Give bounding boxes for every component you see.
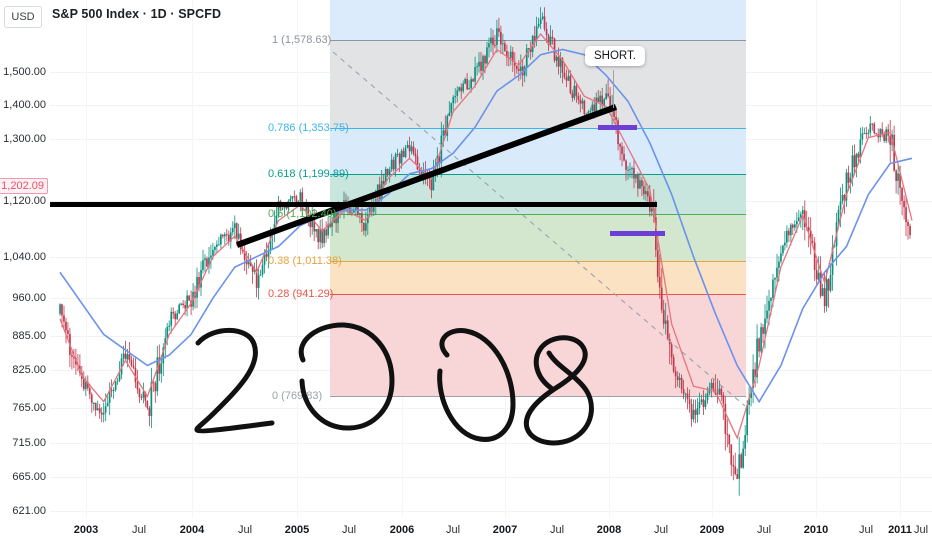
fibonacci-level-label-0p28: 0.28 (941.29) (268, 288, 334, 300)
ascending-trendline[interactable] (235, 104, 618, 248)
time-axis-tick: Jul (549, 524, 565, 536)
time-axis-tick: 2006 (389, 524, 415, 536)
current-price-label: 1,202.09 (0, 178, 48, 194)
symbol-title[interactable]: S&P 500 Index · 1D · SPCFD (52, 7, 222, 21)
grid-line-vertical (900, 0, 901, 518)
short-label[interactable]: SHORT. (585, 46, 645, 66)
fibonacci-level-label-0p38: 0.38 (1,011.38) (268, 255, 342, 267)
time-axis-tick: Jul (858, 524, 874, 536)
price-axis[interactable]: 1,500.00 1,400.00 1,300.00 1,120.00 1,040.00… (0, 0, 50, 518)
fibonacci-level-line-1[interactable] (330, 40, 746, 41)
time-axis-tick: 2011 (888, 524, 912, 536)
price-axis-tick: 885.00 (12, 330, 46, 342)
descending-dashed-trendline[interactable] (332, 51, 746, 407)
time-axis-tick: 2008 (596, 524, 622, 536)
price-axis-tick: 765.00 (12, 402, 46, 414)
moving-average-red-line (59, 32, 913, 440)
fibonacci-level-line-0p618[interactable] (330, 174, 746, 175)
price-axis-tick: 665.00 (12, 471, 46, 483)
time-axis[interactable]: 2003 Jul 2004 Jul 2005 Jul 2006 Jul 2007 Jul 2008 J… (0, 518, 932, 550)
time-axis-tick: 2010 (803, 524, 829, 536)
fibonacci-zone-038-028 (330, 261, 746, 294)
time-axis-tick: Jul (913, 524, 929, 536)
fibonacci-zone-05-038 (330, 214, 746, 261)
price-axis-tick: 1,400.00 (3, 99, 46, 111)
horizontal-resistance-line[interactable] (50, 202, 657, 207)
price-axis-tick: 715.00 (12, 437, 46, 449)
price-axis-tick: 1,040.00 (3, 251, 46, 263)
fibonacci-level-line-0p28[interactable] (330, 294, 746, 295)
time-axis-tick: 2009 (699, 524, 725, 536)
fibonacci-level-line-0p786[interactable] (330, 128, 746, 129)
fibonacci-level-label-0: 0 (769.83) (272, 390, 323, 402)
currency-badge[interactable]: USD (4, 6, 42, 28)
purple-entry-marker-2[interactable] (610, 231, 665, 236)
fibonacci-level-line-0p5[interactable] (330, 214, 746, 215)
time-axis-tick: 2004 (179, 524, 205, 536)
fibonacci-level-label-0p786: 0.786 (1,353.75) (268, 122, 349, 134)
time-axis-tick: Jul (445, 524, 461, 536)
fibonacci-level-label-0p618: 0.618 (1,199.89) (268, 168, 349, 180)
grid-line-horizontal (50, 511, 932, 512)
chart-header: USD S&P 500 Index · 1D · SPCFD (0, 0, 932, 30)
purple-entry-marker-1[interactable] (598, 125, 637, 130)
grid-line-vertical (297, 0, 298, 518)
price-axis-tick: 621.00 (12, 505, 46, 517)
fibonacci-level-label-0p5: 0.5 (1,102.40) (268, 208, 337, 220)
price-axis-tick: 825.00 (12, 364, 46, 376)
moving-average-blue-line (59, 48, 913, 404)
short-label-stem (613, 70, 614, 108)
grid-line-vertical (86, 0, 87, 518)
time-axis-tick: Jul (653, 524, 669, 536)
time-axis-tick: Jul (237, 524, 253, 536)
price-axis-tick: 1,300.00 (3, 133, 46, 145)
time-axis-tick: Jul (341, 524, 357, 536)
fibonacci-level-line-0p38[interactable] (330, 261, 746, 262)
grid-line-vertical (192, 0, 193, 518)
grid-line-horizontal (50, 443, 932, 444)
time-axis-tick: Jul (131, 524, 147, 536)
time-axis-tick: Jul (756, 524, 772, 536)
grid-line-horizontal (50, 477, 932, 478)
price-axis-tick: 960.00 (12, 292, 46, 304)
time-axis-tick: 2005 (284, 524, 310, 536)
time-axis-tick: 2003 (73, 524, 99, 536)
fibonacci-zone-1-0786 (330, 40, 746, 128)
time-axis-tick: 2007 (492, 524, 518, 536)
price-axis-tick: 1,500.00 (3, 66, 46, 78)
fibonacci-zone-above-1 (330, 0, 746, 40)
drawings-layer[interactable] (50, 0, 932, 518)
plot-area[interactable] (50, 0, 932, 518)
fibonacci-level-label-1: 1 (1,578.63) (272, 34, 332, 46)
price-axis-tick: 1,120.00 (3, 195, 46, 207)
